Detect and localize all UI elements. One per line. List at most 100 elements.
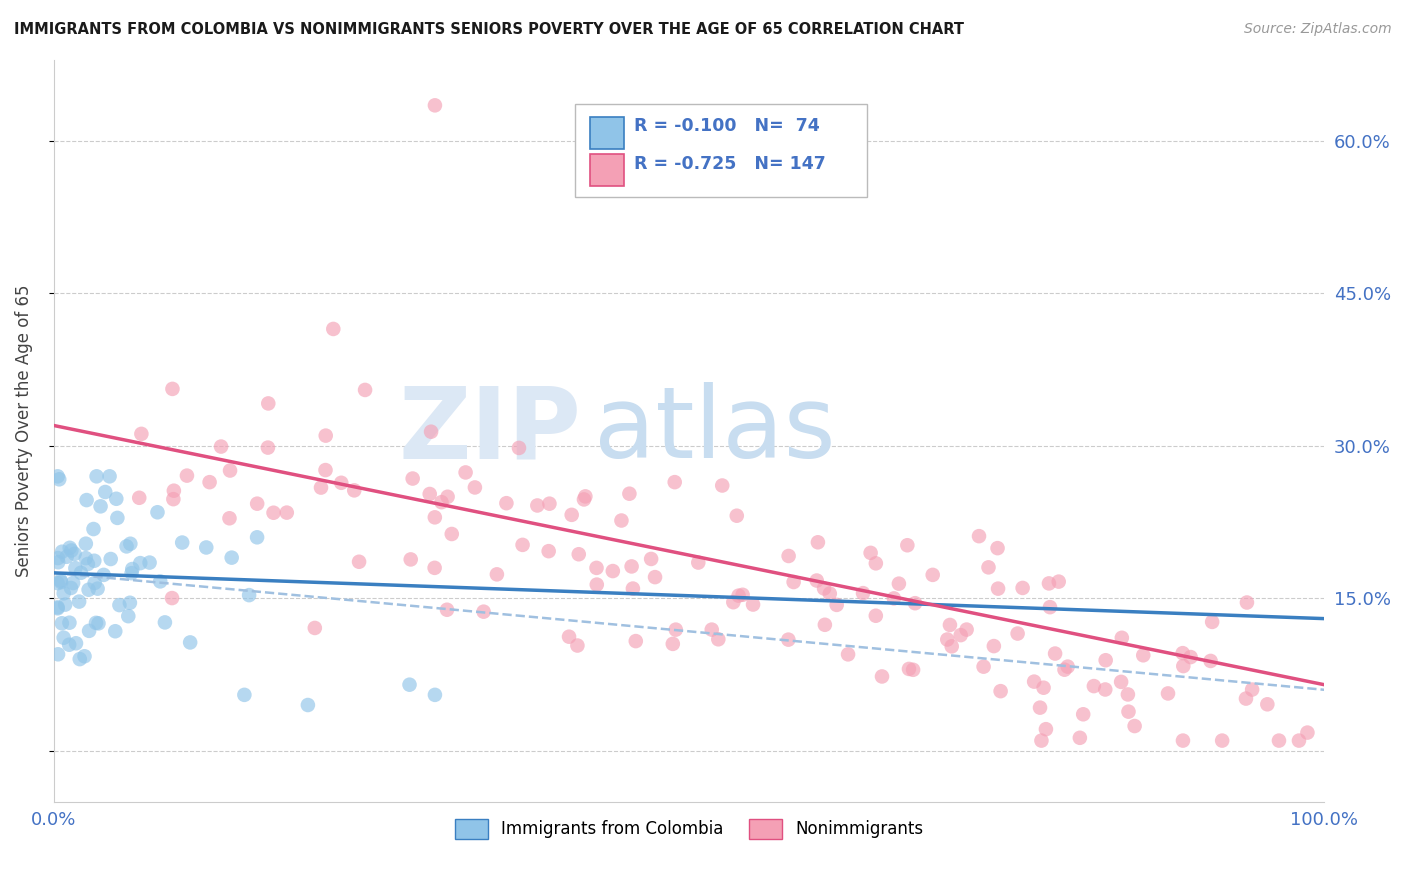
Immigrants from Colombia <box>63 547 86 561</box>
FancyBboxPatch shape <box>591 117 624 149</box>
Nonimmigrants <box>990 684 1012 698</box>
Nonimmigrants <box>1032 681 1054 695</box>
Nonimmigrants <box>1024 674 1046 689</box>
Immigrants from Colombia <box>98 469 121 483</box>
Nonimmigrants <box>1171 646 1194 660</box>
Text: ZIP: ZIP <box>398 382 581 479</box>
Nonimmigrants <box>814 617 837 632</box>
Nonimmigrants <box>1288 733 1310 747</box>
Immigrants from Colombia <box>86 582 108 596</box>
Nonimmigrants <box>485 567 508 582</box>
Nonimmigrants <box>176 468 198 483</box>
FancyBboxPatch shape <box>575 104 868 197</box>
Immigrants from Colombia <box>53 598 76 612</box>
Immigrants from Colombia <box>76 493 98 508</box>
Nonimmigrants <box>818 586 841 600</box>
Nonimmigrants <box>495 496 517 510</box>
Nonimmigrants <box>921 567 943 582</box>
Immigrants from Colombia <box>104 624 127 639</box>
Nonimmigrants <box>939 618 962 632</box>
Nonimmigrants <box>936 632 959 647</box>
Nonimmigrants <box>725 508 748 523</box>
Nonimmigrants <box>1056 659 1078 673</box>
Nonimmigrants <box>464 480 486 494</box>
Immigrants from Colombia <box>82 522 104 536</box>
Immigrants from Colombia <box>108 598 131 612</box>
Nonimmigrants <box>508 441 530 455</box>
Nonimmigrants <box>1199 654 1222 668</box>
Text: R = -0.100   N=  74: R = -0.100 N= 74 <box>634 118 820 136</box>
Immigrants from Colombia <box>83 576 105 591</box>
Nonimmigrants <box>304 621 326 635</box>
Text: IMMIGRANTS FROM COLOMBIA VS NONIMMIGRANTS SENIORS POVERTY OVER THE AGE OF 65 COR: IMMIGRANTS FROM COLOMBIA VS NONIMMIGRANT… <box>14 22 965 37</box>
Nonimmigrants <box>162 492 184 507</box>
Nonimmigrants <box>665 623 688 637</box>
Nonimmigrants <box>662 637 685 651</box>
Nonimmigrants <box>430 495 453 509</box>
Immigrants from Colombia <box>221 550 243 565</box>
Immigrants from Colombia <box>238 588 260 602</box>
Immigrants from Colombia <box>115 540 138 554</box>
FancyBboxPatch shape <box>591 153 624 186</box>
Nonimmigrants <box>727 589 749 603</box>
Nonimmigrants <box>1118 705 1140 719</box>
Nonimmigrants <box>619 486 641 500</box>
Immigrants from Colombia <box>84 615 107 630</box>
Nonimmigrants <box>1241 682 1264 697</box>
Immigrants from Colombia <box>51 616 73 631</box>
Nonimmigrants <box>742 598 765 612</box>
Nonimmigrants <box>163 483 186 498</box>
Nonimmigrants <box>1180 650 1202 665</box>
Nonimmigrants <box>778 549 800 563</box>
Nonimmigrants <box>782 574 804 589</box>
Immigrants from Colombia <box>49 574 72 588</box>
Nonimmigrants <box>128 491 150 505</box>
Nonimmigrants <box>621 582 644 596</box>
Immigrants from Colombia <box>423 688 446 702</box>
Immigrants from Colombia <box>76 557 98 571</box>
Nonimmigrants <box>955 623 977 637</box>
Immigrants from Colombia <box>117 609 139 624</box>
Nonimmigrants <box>568 547 591 561</box>
Immigrants from Colombia <box>46 551 69 566</box>
Immigrants from Colombia <box>121 566 143 581</box>
Nonimmigrants <box>1157 686 1180 700</box>
Immigrants from Colombia <box>398 678 420 692</box>
Immigrants from Colombia <box>195 541 218 555</box>
Nonimmigrants <box>1236 595 1258 609</box>
Nonimmigrants <box>1094 682 1116 697</box>
Immigrants from Colombia <box>55 549 77 564</box>
Nonimmigrants <box>941 640 963 654</box>
Nonimmigrants <box>257 441 280 455</box>
Nonimmigrants <box>1007 626 1029 640</box>
Nonimmigrants <box>263 506 285 520</box>
Immigrants from Colombia <box>146 505 169 519</box>
Immigrants from Colombia <box>69 652 91 666</box>
Nonimmigrants <box>949 628 972 642</box>
Nonimmigrants <box>561 508 583 522</box>
Immigrants from Colombia <box>70 566 93 580</box>
Nonimmigrants <box>1201 615 1223 629</box>
Nonimmigrants <box>440 527 463 541</box>
Nonimmigrants <box>209 440 232 454</box>
Immigrants from Colombia <box>46 469 69 483</box>
Nonimmigrants <box>865 557 887 571</box>
Nonimmigrants <box>1173 659 1195 673</box>
Nonimmigrants <box>574 489 596 503</box>
Nonimmigrants <box>624 634 647 648</box>
Immigrants from Colombia <box>46 576 69 591</box>
Nonimmigrants <box>1047 574 1070 589</box>
Immigrants from Colombia <box>75 537 97 551</box>
Nonimmigrants <box>343 483 366 498</box>
Nonimmigrants <box>825 598 848 612</box>
Nonimmigrants <box>585 577 607 591</box>
Nonimmigrants <box>640 552 662 566</box>
Immigrants from Colombia <box>77 624 100 638</box>
Nonimmigrants <box>1011 581 1033 595</box>
Nonimmigrants <box>731 588 754 602</box>
Immigrants from Colombia <box>59 541 82 555</box>
Nonimmigrants <box>219 464 242 478</box>
Nonimmigrants <box>160 591 183 605</box>
Immigrants from Colombia <box>46 648 69 662</box>
Immigrants from Colombia <box>129 556 152 570</box>
